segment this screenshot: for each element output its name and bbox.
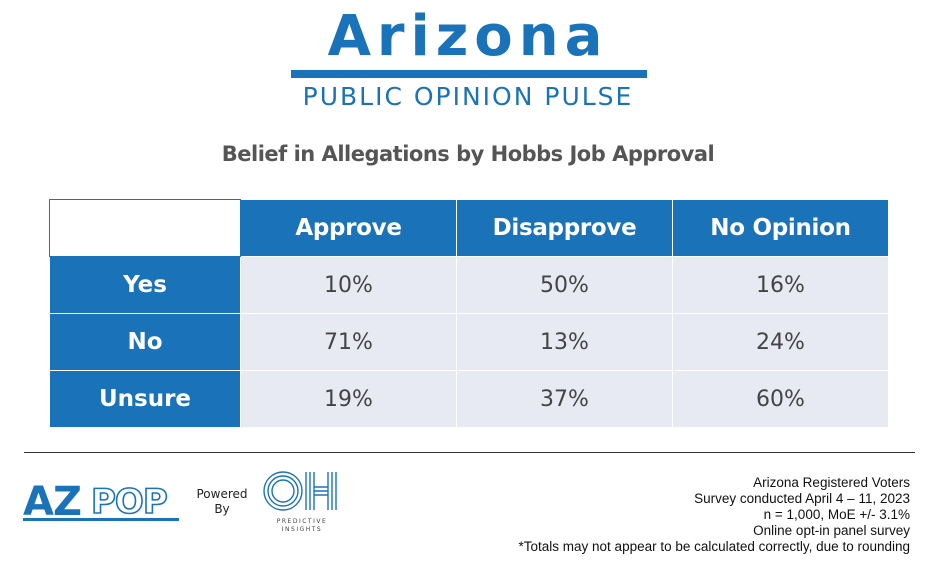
crosstab-table: Approve Disapprove No Opinion Yes 10% 50… [49,199,889,428]
table-corner-cell [49,199,241,257]
table-row: Yes 10% 50% 16% [49,256,889,314]
table-cell: 19% [240,370,457,428]
powered-by-label: Powered By [196,487,248,516]
table-cell: 71% [240,313,457,371]
azpop-logo: AZ POP [23,479,179,521]
column-header-disapprove: Disapprove [456,199,673,257]
footer-divider [24,452,915,453]
table-cell: 60% [672,370,889,428]
table-row: Unsure 19% 37% 60% [49,370,889,428]
row-header-unsure: Unsure [49,370,241,428]
table-cell: 16% [672,256,889,314]
table-cell: 10% [240,256,457,314]
note-line: n = 1,000, MoE +/- 3.1% [763,507,910,522]
note-line: Online opt-in panel survey [753,523,910,538]
table-cell: 50% [456,256,673,314]
predictive-insights-logo [263,471,337,511]
row-header-no: No [49,313,241,371]
logo-rule [291,70,647,78]
note-line: *Totals may not appear to be calculated … [518,539,910,554]
column-header-no-opinion: No Opinion [672,199,889,257]
svg-text:AZ: AZ [23,479,81,521]
note-line: Arizona Registered Voters [753,475,910,490]
table-cell: 37% [456,370,673,428]
survey-notes: Arizona Registered Voters Survey conduct… [519,475,910,555]
logo-subtitle: PUBLIC OPINION PULSE [302,82,634,111]
column-header-approve: Approve [240,199,457,257]
table-cell: 24% [672,313,889,371]
table-row: No 71% 13% 24% [49,313,889,371]
table-header-row: Approve Disapprove No Opinion [49,199,889,257]
arizona-logo-title: Arizona [327,4,609,69]
chart-title: Belief in Allegations by Hobbs Job Appro… [221,142,715,166]
row-header-yes: Yes [49,256,241,314]
note-line: Survey conducted April 4 – 11, 2023 [694,491,910,506]
predictive-insights-caption: PREDICTIVE INSIGHTS [276,518,328,533]
table-cell: 13% [456,313,673,371]
svg-text:POP: POP [91,482,167,521]
